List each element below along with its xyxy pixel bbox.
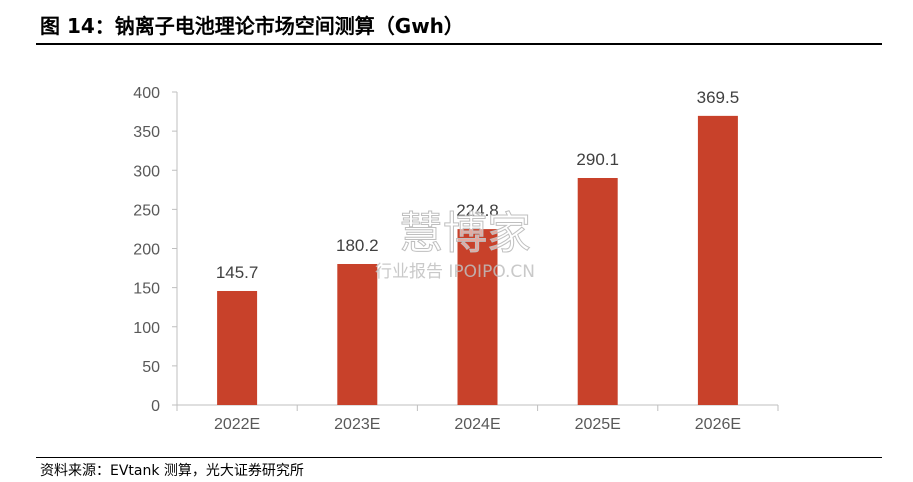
y-tick-label: 50 [142,359,160,376]
watermark-main: 慧博家 [399,208,531,259]
y-tick-label: 0 [151,398,160,415]
x-tick-label: 2022E [214,416,260,433]
y-tick-label: 400 [133,85,160,102]
y-tick-label: 200 [133,242,160,259]
data-label-2022E: 145.7 [216,263,259,282]
watermark: 慧博家 行业报告 IPOIPO.CN [375,208,535,283]
y-tick-label: 350 [133,124,160,141]
data-labels: 145.7 180.2 224.8 290.1 369.5 [216,88,739,282]
data-label-2024E: 224.8 [456,201,499,220]
bars [217,115,738,406]
x-tick-label: 2024E [454,416,500,433]
data-label-2026E: 369.5 [697,88,740,107]
source-note: 资料来源：EVtank 测算，光大证券研究所 [40,463,304,479]
title-rule [36,43,882,45]
y-tick-label: 250 [133,202,160,219]
data-label-2023E: 180.2 [336,236,379,255]
bar-2025E [577,177,618,405]
x-tick-label: 2026E [695,416,741,433]
bar-2022E [217,290,258,405]
watermark-sub: 行业报告 IPOIPO.CN [375,262,535,282]
source-rule [36,457,882,458]
data-label-2025E: 290.1 [576,150,619,169]
bar-2026E [697,115,738,406]
y-tick-label: 300 [133,163,160,180]
x-axis: 2022E 2023E 2024E 2025E 2026E [176,404,779,433]
figure-title: 图 14：钠离子电池理论市场空间测算（Gwh） [40,14,464,38]
bar-2023E [337,263,378,405]
y-tick-label: 150 [133,281,160,298]
bar-2024E [457,229,498,405]
x-tick-label: 2023E [334,416,380,433]
y-axis: 0 50 100 150 200 250 300 350 400 [133,85,178,415]
x-tick-label: 2025E [575,416,621,433]
y-tick-label: 100 [133,320,160,337]
